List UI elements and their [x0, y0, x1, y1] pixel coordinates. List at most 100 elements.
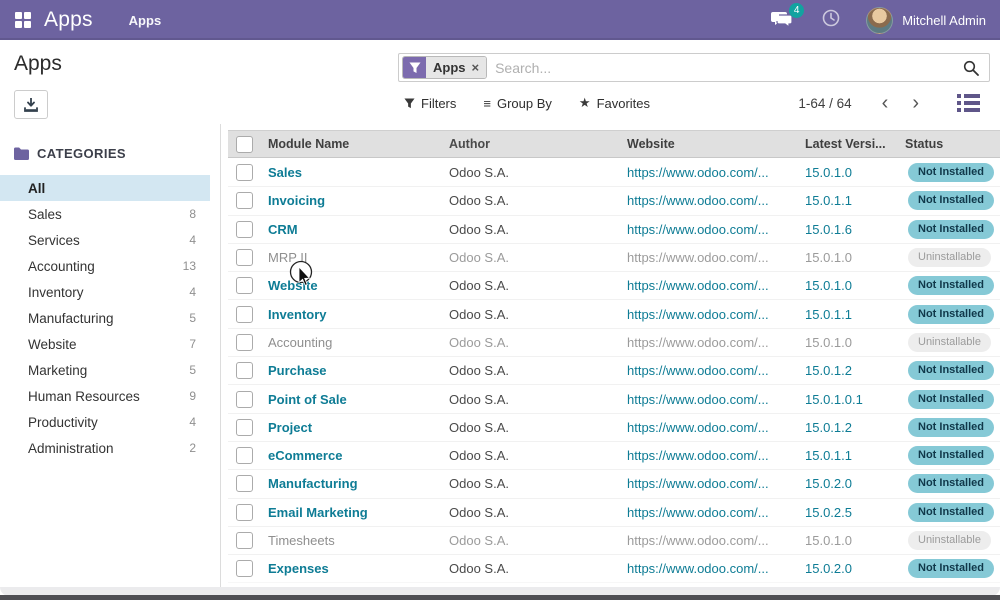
- row-checkbox[interactable]: [236, 503, 253, 521]
- row-checkbox[interactable]: [236, 163, 253, 181]
- module-author: Odoo S.A.: [449, 476, 509, 492]
- favorites-button[interactable]: ★ Favorites: [578, 95, 651, 111]
- facet-remove-icon[interactable]: ×: [471, 60, 480, 75]
- module-name-link[interactable]: Sales: [268, 164, 302, 180]
- sidebar-category-item[interactable]: Administration 2: [0, 435, 210, 461]
- table-row[interactable]: Accounting Odoo S.A. https://www.odoo.co…: [228, 327, 1000, 357]
- row-checkbox[interactable]: [236, 249, 253, 267]
- module-name-link[interactable]: Expenses: [268, 561, 329, 577]
- table-row[interactable]: MRP II Odoo S.A. https://www.odoo.com/..…: [228, 242, 1000, 272]
- row-checkbox[interactable]: [236, 560, 253, 578]
- module-website-link[interactable]: https://www.odoo.com/...: [627, 334, 769, 350]
- row-checkbox[interactable]: [236, 333, 253, 351]
- sidebar-category-item[interactable]: Inventory 4: [0, 279, 210, 305]
- row-checkbox[interactable]: [236, 362, 253, 380]
- module-website-link[interactable]: https://www.odoo.com/...: [627, 193, 769, 209]
- table-row[interactable]: Point of Sale Odoo S.A. https://www.odoo…: [228, 384, 1000, 413]
- module-name-link[interactable]: Email Marketing: [268, 504, 368, 520]
- module-name-link[interactable]: Website: [268, 278, 318, 294]
- activities-clock-icon[interactable]: [822, 9, 840, 32]
- column-header-website[interactable]: Website: [627, 137, 675, 151]
- module-name-link[interactable]: Purchase: [268, 363, 327, 379]
- table-row[interactable]: Sales Odoo S.A. https://www.odoo.com/...…: [228, 158, 1000, 187]
- module-website-link[interactable]: https://www.odoo.com/...: [627, 533, 769, 548]
- row-checkbox[interactable]: [236, 305, 253, 323]
- filters-button[interactable]: Filters: [404, 96, 456, 111]
- module-name-link[interactable]: Accounting: [268, 334, 333, 350]
- sidebar-category-item[interactable]: Sales 8: [0, 201, 210, 227]
- search-input[interactable]: Search...: [495, 59, 552, 76]
- row-checkbox[interactable]: [236, 447, 253, 465]
- user-name[interactable]: Mitchell Admin: [902, 12, 986, 28]
- table-row[interactable]: Email Marketing Odoo S.A. https://www.od…: [228, 497, 1000, 526]
- module-website-link[interactable]: https://www.odoo.com/...: [627, 504, 769, 520]
- table-row[interactable]: CRM Odoo S.A. https://www.odoo.com/... 1…: [228, 214, 1000, 243]
- row-checkbox[interactable]: [236, 390, 253, 408]
- module-name-link[interactable]: Timesheets: [268, 533, 335, 548]
- table-row[interactable]: eCommerce Odoo S.A. https://www.odoo.com…: [228, 440, 1000, 470]
- navbar-menu-apps[interactable]: Apps: [128, 12, 162, 28]
- sidebar-category-item[interactable]: Human Resources 9: [0, 383, 210, 409]
- module-name-link[interactable]: Project: [268, 419, 313, 435]
- sidebar-category-item[interactable]: Productivity 4: [0, 409, 210, 435]
- sidebar-category-item[interactable]: Marketing 5: [0, 357, 210, 383]
- module-website-link[interactable]: https://www.odoo.com/...: [627, 306, 769, 322]
- column-header-status[interactable]: Status: [905, 137, 944, 151]
- search-icon[interactable]: [963, 60, 979, 76]
- row-checkbox[interactable]: [236, 532, 253, 549]
- apps-grid-menu-icon[interactable]: [15, 12, 31, 28]
- select-all-checkbox[interactable]: [236, 135, 253, 153]
- column-header-module-name[interactable]: Module Name: [268, 137, 350, 151]
- module-website-link[interactable]: https://www.odoo.com/...: [627, 164, 769, 180]
- module-website-link[interactable]: https://www.odoo.com/...: [627, 561, 769, 577]
- table-row[interactable]: Timesheets Odoo S.A. https://www.odoo.co…: [228, 525, 1000, 555]
- pager-next-button[interactable]: ›: [912, 92, 919, 114]
- module-name-link[interactable]: Invoicing: [268, 193, 326, 209]
- search-bar[interactable]: Apps × Search...: [398, 53, 990, 82]
- messages-icon[interactable]: 4: [770, 3, 805, 31]
- sidebar-category-item[interactable]: Website 7: [0, 331, 210, 357]
- module-website-link[interactable]: https://www.odoo.com/...: [627, 250, 769, 266]
- table-row[interactable]: Purchase Odoo S.A. https://www.odoo.com/…: [228, 356, 1000, 385]
- module-name-link[interactable]: MRP II: [268, 250, 308, 266]
- module-website-link[interactable]: https://www.odoo.com/...: [627, 476, 769, 492]
- module-name-link[interactable]: Point of Sale: [268, 391, 347, 407]
- sidebar-category-item[interactable]: All: [0, 175, 210, 201]
- row-checkbox[interactable]: [236, 418, 253, 436]
- sidebar-category-item[interactable]: Services 4: [0, 227, 210, 253]
- module-name-link[interactable]: Manufacturing: [268, 476, 358, 492]
- module-name-link[interactable]: eCommerce: [268, 448, 343, 464]
- export-download-button[interactable]: [14, 90, 48, 119]
- row-checkbox[interactable]: [236, 475, 253, 493]
- table-row[interactable]: Website Odoo S.A. https://www.odoo.com/.…: [228, 271, 1000, 300]
- sidebar-category-item[interactable]: Manufacturing 5: [0, 305, 210, 331]
- table-row[interactable]: Odoo S.A. https://www.odoo.com/... 15.0.…: [228, 582, 1000, 588]
- module-website-link[interactable]: https://www.odoo.com/...: [627, 278, 769, 294]
- pager-range[interactable]: 1-64 / 64: [798, 95, 852, 111]
- table-row[interactable]: Invoicing Odoo S.A. https://www.odoo.com…: [228, 186, 1000, 215]
- pager-previous-button[interactable]: ‹: [881, 92, 889, 114]
- module-website-link[interactable]: https://www.odoo.com/...: [627, 391, 769, 407]
- search-facet-apps[interactable]: Apps ×: [402, 56, 488, 79]
- status-badge: Uninstallable: [908, 531, 991, 550]
- row-checkbox[interactable]: [236, 277, 253, 295]
- row-checkbox[interactable]: [236, 220, 253, 238]
- sidebar-category-item[interactable]: Accounting 13: [0, 253, 210, 279]
- module-website-link[interactable]: https://www.odoo.com/...: [627, 448, 769, 464]
- module-name-link[interactable]: CRM: [268, 221, 298, 237]
- group-by-button[interactable]: ≡ Group By: [483, 95, 552, 111]
- column-header-latest-version[interactable]: Latest Versi...: [805, 137, 886, 151]
- module-website-link[interactable]: https://www.odoo.com/...: [627, 419, 769, 435]
- table-row[interactable]: Project Odoo S.A. https://www.odoo.com/.…: [228, 412, 1000, 441]
- row-checkbox[interactable]: [236, 192, 253, 210]
- module-website-link[interactable]: https://www.odoo.com/...: [627, 363, 769, 379]
- list-view-icon[interactable]: [957, 94, 980, 112]
- table-row[interactable]: Manufacturing Odoo S.A. https://www.odoo…: [228, 469, 1000, 498]
- table-row[interactable]: Expenses Odoo S.A. https://www.odoo.com/…: [228, 554, 1000, 583]
- module-name-link[interactable]: Inventory: [268, 306, 327, 322]
- module-author: Odoo S.A.: [449, 250, 509, 266]
- user-avatar[interactable]: [866, 6, 894, 34]
- table-row[interactable]: Inventory Odoo S.A. https://www.odoo.com…: [228, 299, 1000, 328]
- module-website-link[interactable]: https://www.odoo.com/...: [627, 221, 769, 237]
- column-header-author[interactable]: Author: [449, 137, 490, 151]
